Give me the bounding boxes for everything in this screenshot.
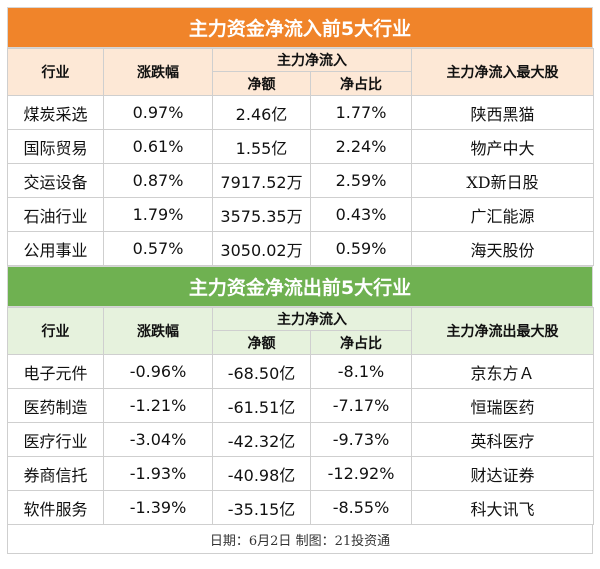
change-cell: -1.21% [103, 388, 213, 423]
amount-cell: 7917.52万 [212, 163, 311, 198]
top-stock-cell: 海天股份 [411, 231, 594, 266]
header-group: 主力净流入 [212, 307, 412, 331]
ratio-cell: -12.92% [310, 456, 412, 491]
header-ratio: 净占比 [310, 330, 412, 355]
industry-cell: 交运设备 [7, 163, 104, 198]
table-row: 交运设备 0.87% 7917.52万 2.59% XD新日股 [7, 163, 594, 198]
inflow-header-row: 行业 涨跌幅 主力净流入 主力净流入最大股 [7, 48, 594, 96]
table-row: 软件服务 -1.39% -35.15亿 -8.55% 科大讯飞 [7, 490, 594, 525]
change-cell: 0.57% [103, 231, 213, 266]
fund-flow-report: 主力资金净流入前5大行业 行业 涨跌幅 主力净流入 主力净流入最大股 净额 净占… [7, 7, 594, 554]
ratio-cell: 2.59% [310, 163, 412, 198]
header-industry: 行业 [7, 48, 104, 96]
ratio-cell: -9.73% [310, 422, 412, 457]
outflow-header-row: 行业 涨跌幅 主力净流入 主力净流出最大股 [7, 307, 594, 355]
amount-cell: -42.32亿 [212, 422, 311, 457]
ratio-cell: 1.77% [310, 95, 412, 130]
top-stock-cell: 陕西黑猫 [411, 95, 594, 130]
header-amount: 净额 [212, 330, 311, 355]
amount-cell: -35.15亿 [212, 490, 311, 525]
header-group: 主力净流入 [212, 48, 412, 72]
industry-cell: 公用事业 [7, 231, 104, 266]
inflow-table: 行业 涨跌幅 主力净流入 主力净流入最大股 净额 净占比 煤炭采选 0.97% 2.… [7, 48, 594, 266]
top-stock-cell: 恒瑞医药 [411, 388, 594, 423]
amount-cell: -68.50亿 [212, 354, 311, 389]
table-row: 医疗行业 -3.04% -42.32亿 -9.73% 英科医疗 [7, 422, 594, 457]
ratio-cell: 0.43% [310, 197, 412, 232]
industry-cell: 煤炭采选 [7, 95, 104, 130]
change-cell: 0.87% [103, 163, 213, 198]
inflow-title: 主力资金净流入前5大行业 [7, 7, 593, 48]
industry-cell: 券商信托 [7, 456, 104, 491]
ratio-cell: -8.55% [310, 490, 412, 525]
industry-cell: 医药制造 [7, 388, 104, 423]
industry-cell: 电子元件 [7, 354, 104, 389]
table-row: 电子元件 -0.96% -68.50亿 -8.1% 京东方Ａ [7, 354, 594, 389]
outflow-title: 主力资金净流出前5大行业 [7, 266, 593, 307]
table-row: 公用事业 0.57% 3050.02万 0.59% 海天股份 [7, 231, 594, 266]
ratio-cell: 0.59% [310, 231, 412, 266]
table-row: 国际贸易 0.61% 1.55亿 2.24% 物产中大 [7, 129, 594, 164]
header-top-stock: 主力净流出最大股 [411, 307, 594, 355]
industry-cell: 石油行业 [7, 197, 104, 232]
amount-cell: -61.51亿 [212, 388, 311, 423]
inflow-subheader-row: 净额 净占比 [8, 71, 594, 96]
header-top-stock: 主力净流入最大股 [411, 48, 594, 96]
footer-caption: 日期：6月2日 制图：21投资通 [7, 525, 593, 554]
top-stock-cell: 物产中大 [411, 129, 594, 164]
change-cell: -0.96% [103, 354, 213, 389]
industry-cell: 医疗行业 [7, 422, 104, 457]
top-stock-cell: 财达证券 [411, 456, 594, 491]
header-change: 涨跌幅 [103, 48, 213, 96]
header-industry: 行业 [7, 307, 104, 355]
change-cell: -3.04% [103, 422, 213, 457]
amount-cell: 3575.35万 [212, 197, 311, 232]
top-stock-cell: 广汇能源 [411, 197, 594, 232]
change-cell: 1.79% [103, 197, 213, 232]
header-amount: 净额 [212, 71, 311, 96]
top-stock-cell: 英科医疗 [411, 422, 594, 457]
amount-cell: 1.55亿 [212, 129, 311, 164]
table-row: 煤炭采选 0.97% 2.46亿 1.77% 陕西黑猫 [7, 95, 594, 130]
amount-cell: 2.46亿 [212, 95, 311, 130]
industry-cell: 国际贸易 [7, 129, 104, 164]
industry-cell: 软件服务 [7, 490, 104, 525]
top-stock-cell: XD新日股 [411, 163, 594, 198]
amount-cell: -40.98亿 [212, 456, 311, 491]
ratio-cell: -8.1% [310, 354, 412, 389]
change-cell: -1.39% [103, 490, 213, 525]
top-stock-cell: 科大讯飞 [411, 490, 594, 525]
ratio-cell: 2.24% [310, 129, 412, 164]
ratio-cell: -7.17% [310, 388, 412, 423]
amount-cell: 3050.02万 [212, 231, 311, 266]
header-change: 涨跌幅 [103, 307, 213, 355]
top-stock-cell: 京东方Ａ [411, 354, 594, 389]
header-ratio: 净占比 [310, 71, 412, 96]
change-cell: 0.97% [103, 95, 213, 130]
table-row: 医药制造 -1.21% -61.51亿 -7.17% 恒瑞医药 [7, 388, 594, 423]
change-cell: 0.61% [103, 129, 213, 164]
change-cell: -1.93% [103, 456, 213, 491]
outflow-table: 行业 涨跌幅 主力净流入 主力净流出最大股 净额 净占比 电子元件 -0.96% -… [7, 307, 594, 525]
table-row: 券商信托 -1.93% -40.98亿 -12.92% 财达证券 [7, 456, 594, 491]
table-row: 石油行业 1.79% 3575.35万 0.43% 广汇能源 [7, 197, 594, 232]
